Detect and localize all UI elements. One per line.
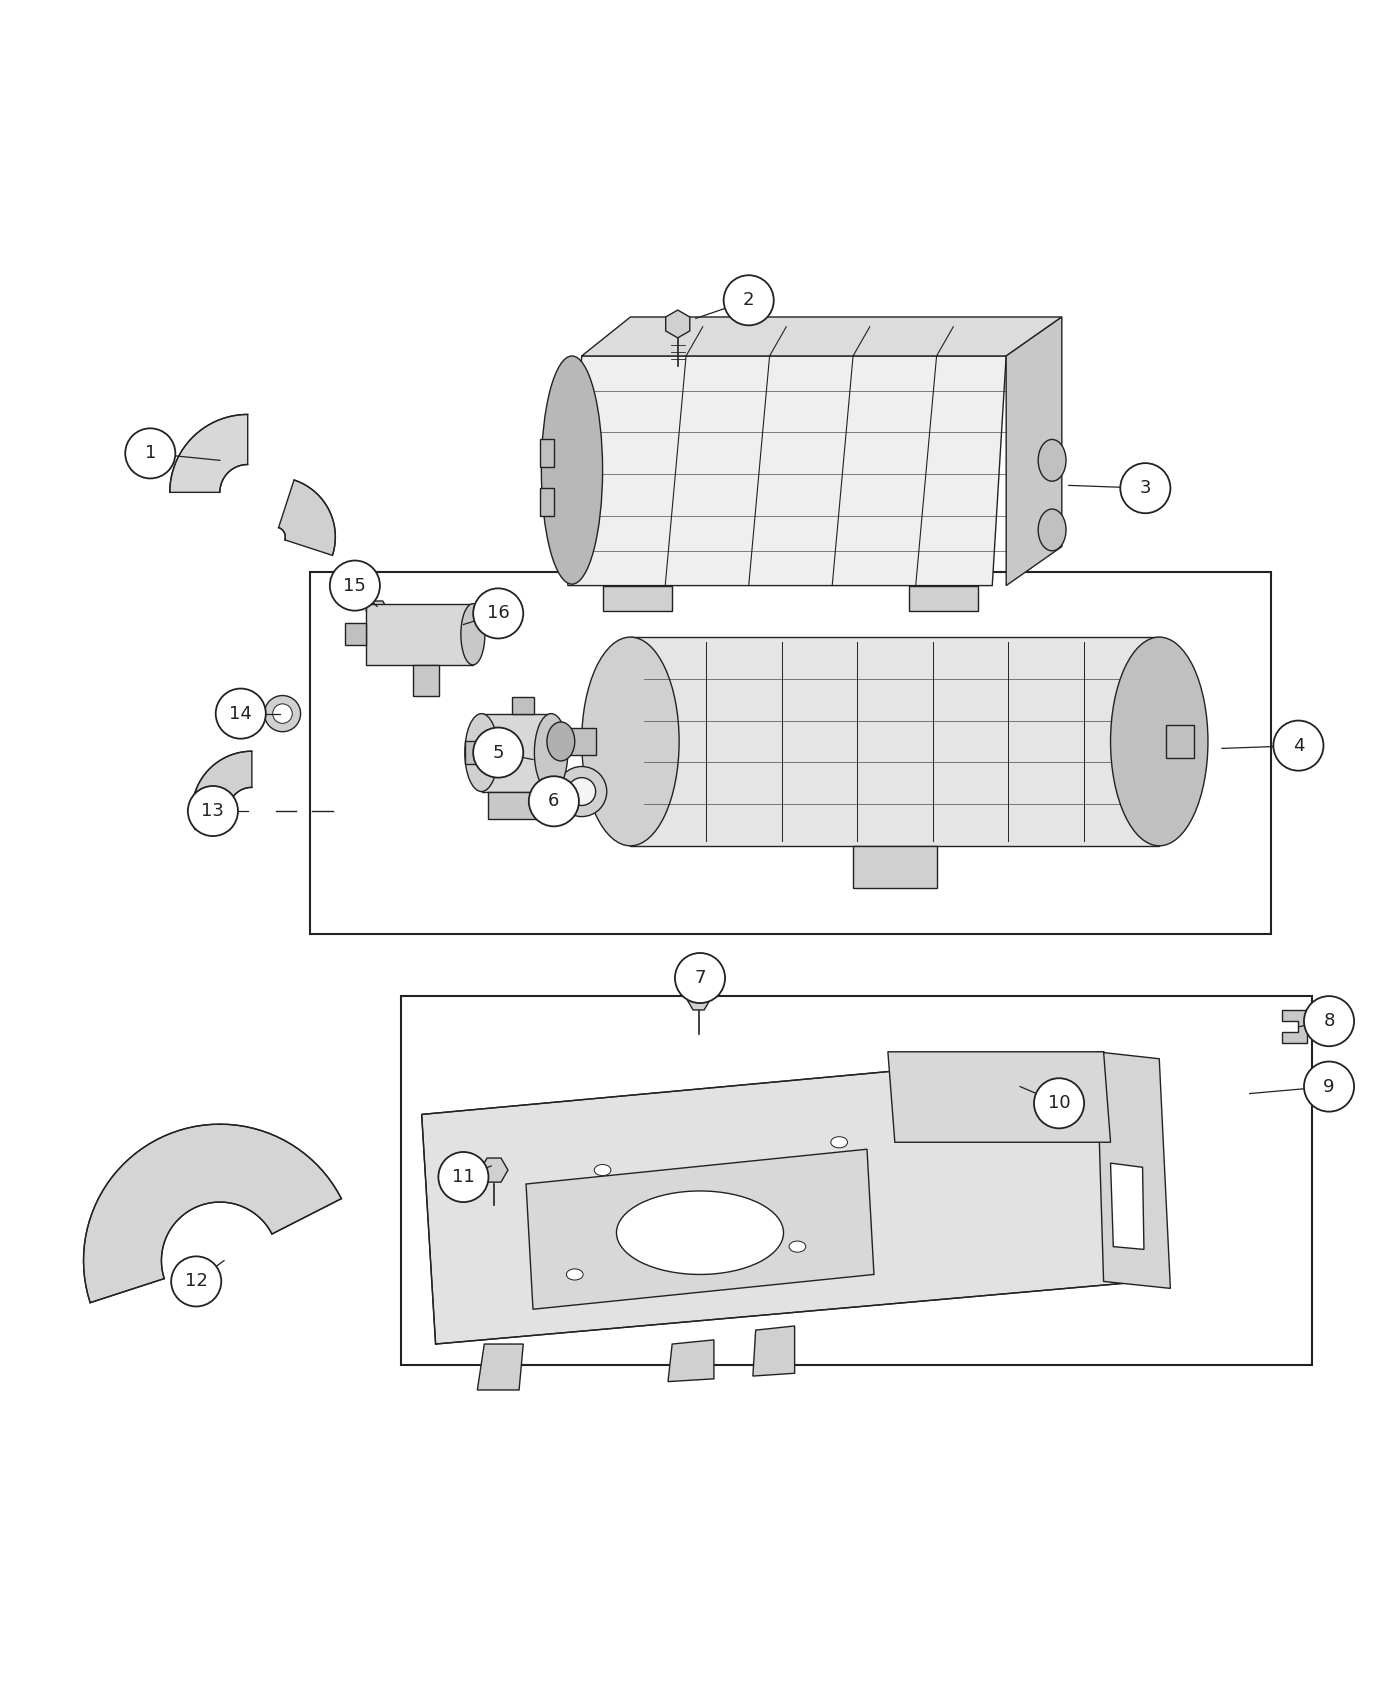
Polygon shape (540, 440, 554, 468)
Ellipse shape (273, 704, 293, 724)
Circle shape (125, 428, 175, 478)
Polygon shape (365, 602, 388, 620)
Polygon shape (477, 1345, 524, 1391)
Circle shape (216, 688, 266, 740)
Text: 11: 11 (452, 1168, 475, 1187)
Circle shape (675, 954, 725, 1003)
Polygon shape (482, 714, 552, 792)
Ellipse shape (1039, 508, 1065, 551)
Circle shape (473, 728, 524, 777)
Polygon shape (365, 604, 473, 665)
Polygon shape (465, 741, 482, 763)
Circle shape (1035, 1078, 1084, 1129)
Ellipse shape (1110, 638, 1208, 847)
Circle shape (171, 1256, 221, 1307)
Ellipse shape (567, 1268, 582, 1280)
Polygon shape (888, 1052, 1110, 1142)
Text: 14: 14 (230, 704, 252, 722)
Polygon shape (1282, 1010, 1306, 1044)
Circle shape (529, 777, 580, 826)
Text: 8: 8 (1323, 1012, 1334, 1030)
Circle shape (1303, 996, 1354, 1046)
Circle shape (724, 275, 774, 325)
Text: 15: 15 (343, 576, 367, 595)
Polygon shape (561, 728, 595, 755)
Circle shape (1303, 1061, 1354, 1112)
Polygon shape (665, 309, 690, 338)
Polygon shape (192, 751, 252, 830)
Polygon shape (853, 847, 937, 887)
Polygon shape (1110, 1163, 1144, 1250)
Polygon shape (526, 1149, 874, 1309)
Ellipse shape (594, 1164, 610, 1176)
Polygon shape (1096, 1052, 1170, 1289)
Text: 2: 2 (743, 291, 755, 309)
Circle shape (330, 561, 379, 610)
Ellipse shape (535, 714, 568, 792)
Circle shape (438, 1153, 489, 1202)
Ellipse shape (830, 1137, 847, 1148)
Polygon shape (413, 665, 440, 695)
Ellipse shape (547, 722, 575, 762)
Polygon shape (568, 355, 1007, 585)
Text: 9: 9 (1323, 1078, 1334, 1095)
Polygon shape (84, 1124, 342, 1302)
Text: 3: 3 (1140, 479, 1151, 496)
Ellipse shape (542, 355, 602, 585)
Text: 5: 5 (493, 743, 504, 762)
Polygon shape (1007, 316, 1061, 585)
Polygon shape (421, 1052, 1145, 1345)
Circle shape (473, 588, 524, 639)
Polygon shape (602, 585, 672, 610)
Text: 4: 4 (1292, 736, 1305, 755)
Ellipse shape (557, 767, 606, 816)
Circle shape (1274, 721, 1323, 770)
Ellipse shape (465, 714, 498, 792)
Polygon shape (909, 585, 979, 610)
Ellipse shape (582, 638, 679, 847)
Text: 10: 10 (1047, 1095, 1071, 1112)
Ellipse shape (616, 1192, 784, 1275)
Polygon shape (279, 479, 336, 556)
Polygon shape (169, 415, 248, 493)
Polygon shape (1166, 724, 1194, 758)
Text: 1: 1 (144, 444, 155, 462)
Polygon shape (489, 792, 545, 819)
Polygon shape (582, 316, 1061, 355)
Polygon shape (753, 1326, 795, 1375)
Ellipse shape (265, 695, 301, 731)
Text: 6: 6 (549, 792, 560, 811)
Ellipse shape (790, 1241, 806, 1253)
Polygon shape (512, 697, 535, 714)
Ellipse shape (461, 604, 484, 665)
Ellipse shape (568, 777, 595, 806)
Polygon shape (630, 638, 1159, 847)
Ellipse shape (1039, 440, 1065, 481)
Text: 7: 7 (694, 969, 706, 988)
Circle shape (188, 785, 238, 836)
Polygon shape (480, 1158, 508, 1181)
Circle shape (1120, 462, 1170, 513)
Polygon shape (687, 991, 710, 1010)
Text: 16: 16 (487, 605, 510, 622)
Text: 12: 12 (185, 1272, 207, 1290)
Text: 13: 13 (202, 802, 224, 819)
Polygon shape (668, 1340, 714, 1382)
Polygon shape (346, 624, 365, 646)
Polygon shape (540, 488, 554, 517)
